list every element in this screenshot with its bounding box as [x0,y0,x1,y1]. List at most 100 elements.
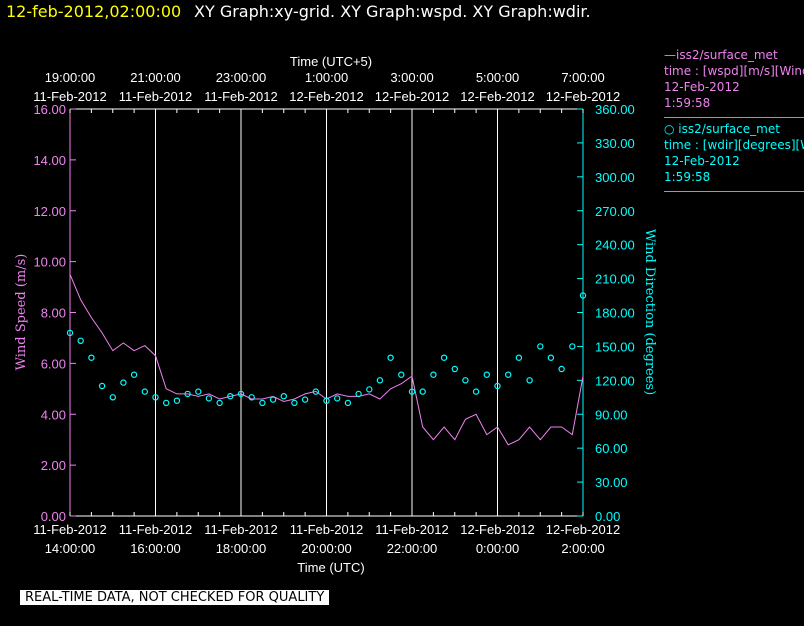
legend-wdir-name: iss2/surface_met [678,122,780,136]
wind-direction-point [398,371,405,378]
top-tick-date: 11-Feb-2012 [204,89,277,104]
wind-direction-point [173,397,181,404]
bottom-tick-date: 11-Feb-2012 [119,522,192,537]
top-tick-date: 12-Feb-2012 [289,89,363,104]
right-tick-label: 240.00 [595,238,635,253]
wind-direction-point [66,329,74,337]
top-tick-date: 12-Feb-2012 [460,89,534,104]
right-axis-title: Wind Direction (degrees) [642,229,657,395]
top-tick-time: 3:00:00 [390,70,433,85]
left-tick-label: 14.00 [33,153,66,168]
right-tick-label: 300.00 [595,170,635,185]
bottom-tick-date: 11-Feb-2012 [204,522,277,537]
wind-direction-axis: 0.00 30.00 60.00 90.00 120.00 150.00 180.00 210… [577,102,635,524]
left-tick-label: 12.00 [33,204,66,219]
right-tick-label: 360.00 [595,102,635,117]
wind-speed-line [69,274,584,446]
wind-direction-point [579,292,587,299]
left-tick-label: 0.00 [41,509,66,524]
left-tick-label: 16.00 [33,102,66,117]
legend-entry-wind-direction: ○ iss2/surface_met time : [wdir][degrees… [664,121,804,185]
wind-direction-point [291,399,298,407]
wind-direction-point [440,354,448,361]
wind-direction-point [483,371,490,378]
top-axis-title: Time (UTC+5) [290,54,372,69]
right-tick-label: 60.00 [595,441,628,456]
top-tick-time: 19:00:00 [45,70,96,85]
wind-direction-point [472,388,480,395]
wind-direction-point [130,371,138,378]
left-tick-label: 8.00 [41,306,66,321]
right-tick-label: 0.00 [595,509,620,524]
legend-wspd-date: 12-Feb-2012 [664,80,740,94]
right-tick-label: 30.00 [595,475,628,490]
legend-entry-wind-speed: —iss2/surface_met time : [wspd][m/s][Win… [664,47,804,111]
wind-direction-point [323,397,330,404]
top-tick-time: 23:00:00 [216,70,267,85]
legend-wdir-date: 12-Feb-2012 [664,154,740,168]
wind-direction-point [162,399,170,407]
quality-warning: REAL-TIME DATA, NOT CHECKED FOR QUALITY [20,590,330,605]
wind-direction-point [451,365,458,373]
right-tick-label: 150.00 [595,339,635,354]
wind-direction-point [120,379,127,386]
legend-wspd-name: iss2/surface_met [676,48,778,62]
wind-direction-point [430,371,437,378]
wind-direction-point [526,377,533,384]
wind-direction-point [505,371,512,378]
wind-direction-point [419,388,426,395]
wind-direction-point [109,394,117,401]
wind-direction-point [237,390,245,398]
wind-direction-point [569,343,576,350]
wind-direction-point [227,393,234,400]
wind-direction-point [98,382,106,390]
bottom-tick-date: 12-Feb-2012 [460,522,534,537]
right-tick-label: 180.00 [595,306,635,321]
top-tick-date: 11-Feb-2012 [33,89,106,104]
wind-direction-point [216,399,223,407]
legend-wspd-name-row: —iss2/surface_met [664,48,778,62]
wind-direction-point [280,393,287,400]
wind-direction-point [387,354,394,361]
legend-divider [664,191,804,192]
right-tick-label: 210.00 [595,272,635,287]
wind-direction-point [366,386,373,393]
top-tick-date: 11-Feb-2012 [119,89,192,104]
bottom-tick-time: 20:00:00 [301,541,352,556]
top-tick-date: 12-Feb-2012 [546,89,620,104]
wind-direction-point [301,396,309,403]
wind-direction-point [77,337,84,344]
bottom-tick-time: 14:00:00 [45,541,96,556]
plot-date-time: 12-feb-2012,02:00:00 [6,2,182,21]
graph-list-title: XY Graph:xy-grid. XY Graph:wspd. XY Grap… [194,2,591,21]
wind-direction-point [152,394,159,401]
wind-direction-point [195,388,202,395]
right-tick-label: 330.00 [595,136,635,151]
wind-direction-point [269,396,277,403]
left-tick-label: 4.00 [41,407,66,422]
left-tick-label: 6.00 [41,356,66,371]
wind-direction-point [515,354,523,361]
wind-direction-point [248,394,255,401]
legend-wspd-var: time : [wspd][m/s][Wind [664,64,804,78]
wind-speed-axis: 0.00 2.00 4.00 6.00 8.00 10.00 12.00 14.00 16.00 [33,102,76,524]
bottom-time-axis: 11-Feb-2012 14:00:00 11-Feb-2012 16:00:00 11… [33,512,620,556]
right-tick-label: 270.00 [595,204,635,219]
wind-direction-series [66,292,587,407]
left-tick-label: 2.00 [41,458,66,473]
bottom-tick-time: 22:00:00 [387,541,438,556]
wind-direction-point [376,377,384,384]
top-tick-time: 7:00:00 [561,70,604,85]
wind-direction-point [355,390,362,398]
bottom-tick-date: 11-Feb-2012 [33,522,106,537]
wind-direction-point [537,343,544,350]
top-time-axis: 19:00:00 11-Feb-2012 21:00:00 11-Feb-2012 23… [33,70,620,113]
wind-direction-point [88,354,95,361]
wind-direction-point [408,388,416,395]
left-tick-label: 10.00 [33,255,66,270]
wind-direction-point [494,382,501,390]
wind-direction-point [462,377,469,384]
left-axis-title: Wind Speed (m/s) [14,254,29,371]
top-tick-time: 1:00:00 [305,70,348,85]
